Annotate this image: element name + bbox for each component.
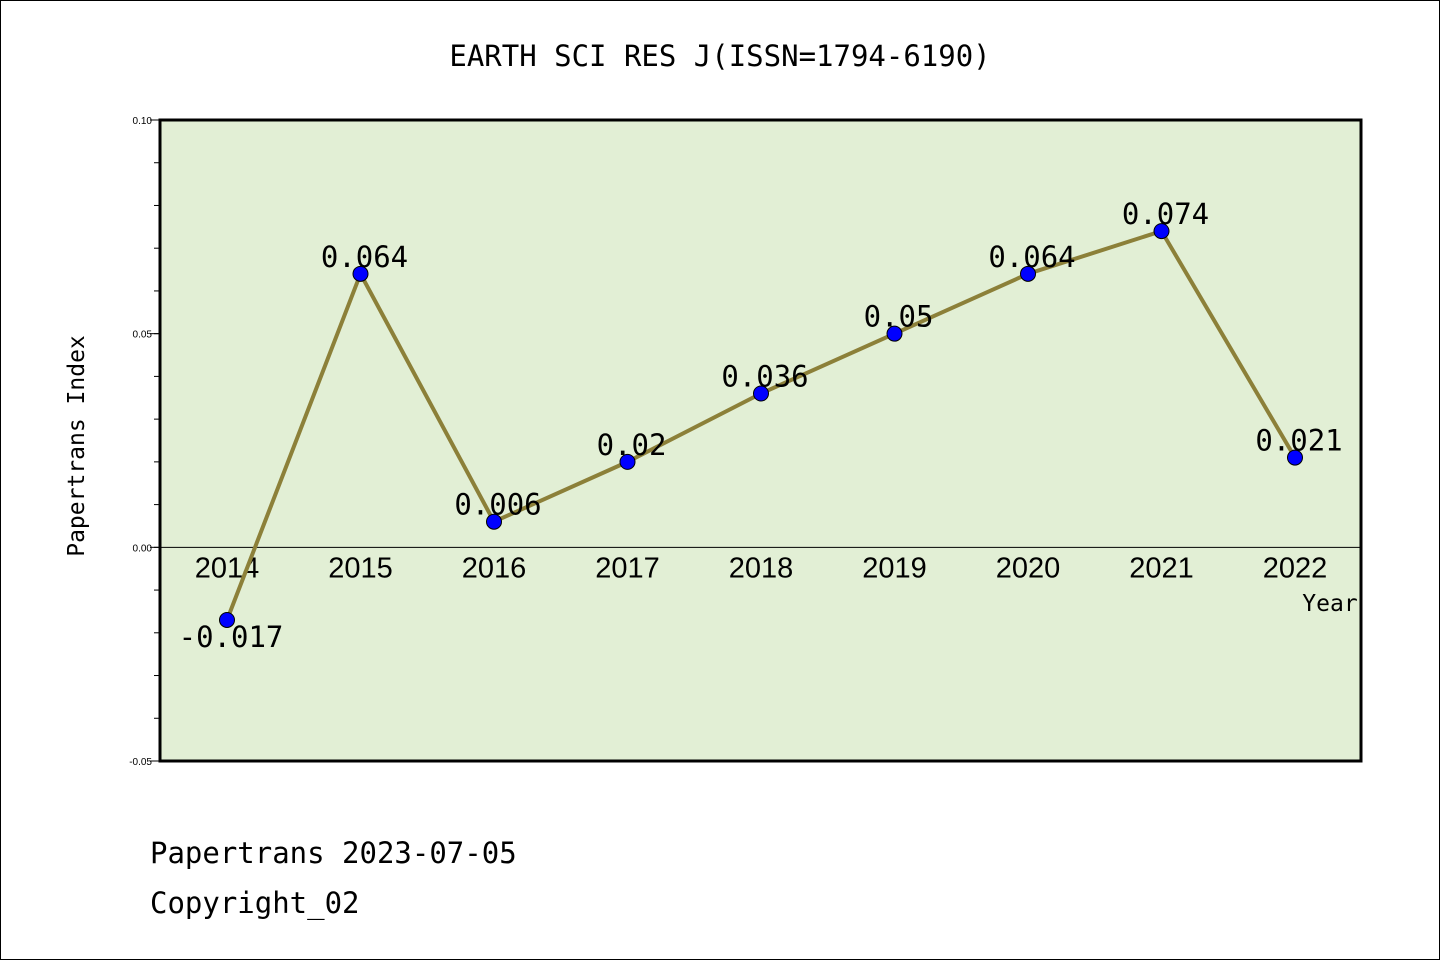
x-tick-label: 2018 [729,552,794,584]
data-point [352,265,369,282]
x-tick-label: 2015 [328,552,393,584]
data-point [753,385,769,402]
data-label: 0.074 [1122,197,1209,231]
data-label: 0.064 [321,240,408,274]
data-point [1287,449,1303,466]
y-axis: -0.05 0.00 0.05 0.10 [129,116,160,768]
data-point [219,611,235,628]
data-label: -0.017 [179,620,284,654]
data-label: 0.021 [1255,424,1342,458]
x-tick-label: 2016 [462,552,527,584]
copyright-footer: Copyright_02 [150,886,360,920]
x-tick-label: 2019 [862,552,927,584]
data-label: 0.006 [454,488,541,522]
x-axis-label: Year [1302,591,1357,617]
x-tick-label: 2020 [996,552,1061,584]
plot-border [158,118,1363,763]
y-tick-label: 0.10 [133,116,153,127]
y-tick-label: 0.00 [133,543,153,554]
data-point [1020,265,1036,282]
y-tick-label: 0.05 [133,330,153,341]
data-point [886,325,903,342]
data-label: 0.064 [988,240,1075,274]
data-point [619,453,636,470]
source-footer: Papertrans 2023-07-05 [150,836,517,870]
y-tick-label: -0.05 [129,757,152,768]
x-tick-label: 2022 [1263,552,1328,584]
data-label: 0.036 [721,359,808,393]
chart-title: EARTH SCI RES J(ISSN=1794-6190) [449,39,990,73]
y-axis-label: Papertrans Index [64,335,90,557]
data-label: 0.05 [864,300,934,334]
data-point [1153,223,1170,240]
data-label: 0.02 [597,428,667,462]
x-tick-label: 2017 [595,552,660,584]
x-axis: 2014 2015 2016 2017 2018 2019 2020 2021 2022 [195,552,1328,584]
x-tick-label: 2021 [1129,552,1194,584]
data-points [219,223,1303,628]
data-point [486,513,502,530]
data-labels: -0.017 0.064 0.006 0.02 0.036 0.05 0.064 0.074 0… [179,197,1343,654]
